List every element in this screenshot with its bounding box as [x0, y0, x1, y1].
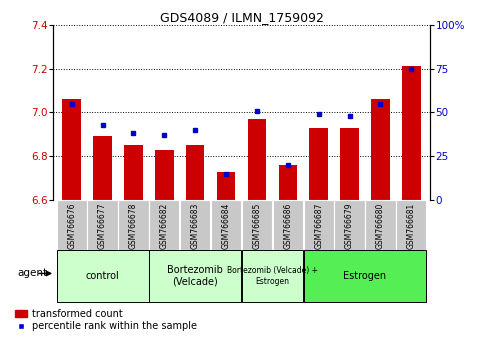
- FancyBboxPatch shape: [87, 200, 118, 250]
- FancyBboxPatch shape: [118, 200, 149, 250]
- Bar: [186, 145, 204, 200]
- Text: GSM766683: GSM766683: [191, 202, 199, 249]
- Text: Bortezomib (Velcade) +
Estrogen: Bortezomib (Velcade) + Estrogen: [227, 267, 318, 286]
- FancyBboxPatch shape: [273, 200, 303, 250]
- FancyBboxPatch shape: [180, 200, 210, 250]
- Bar: [341, 128, 359, 200]
- FancyBboxPatch shape: [304, 250, 426, 302]
- Legend: transformed count, percentile rank within the sample: transformed count, percentile rank withi…: [14, 308, 198, 332]
- Bar: [93, 137, 112, 200]
- Text: GSM766686: GSM766686: [284, 202, 292, 249]
- Text: Bortezomib
(Velcade): Bortezomib (Velcade): [167, 265, 223, 287]
- Text: control: control: [85, 271, 119, 281]
- Text: GSM766687: GSM766687: [314, 202, 323, 249]
- FancyBboxPatch shape: [396, 200, 426, 250]
- Text: GSM766679: GSM766679: [345, 202, 354, 249]
- Bar: [279, 165, 297, 200]
- Text: agent: agent: [17, 268, 47, 279]
- Bar: [248, 119, 266, 200]
- FancyBboxPatch shape: [149, 200, 179, 250]
- FancyBboxPatch shape: [304, 200, 334, 250]
- Text: GSM766681: GSM766681: [407, 202, 416, 249]
- Bar: [310, 128, 328, 200]
- Text: GSM766680: GSM766680: [376, 202, 385, 249]
- FancyBboxPatch shape: [57, 250, 149, 302]
- Text: GSM766677: GSM766677: [98, 202, 107, 249]
- FancyBboxPatch shape: [365, 200, 396, 250]
- Text: GSM766685: GSM766685: [253, 202, 261, 249]
- FancyBboxPatch shape: [211, 200, 241, 250]
- Bar: [124, 145, 142, 200]
- FancyBboxPatch shape: [149, 250, 241, 302]
- Bar: [62, 99, 81, 200]
- Text: GSM766682: GSM766682: [160, 202, 169, 249]
- Bar: [371, 99, 390, 200]
- Text: Estrogen: Estrogen: [343, 271, 386, 281]
- Bar: [402, 67, 421, 200]
- Bar: [155, 150, 173, 200]
- Bar: [217, 172, 235, 200]
- Text: GSM766684: GSM766684: [222, 202, 230, 249]
- FancyBboxPatch shape: [57, 200, 87, 250]
- Text: GSM766678: GSM766678: [129, 202, 138, 249]
- Text: GSM766676: GSM766676: [67, 202, 76, 249]
- FancyBboxPatch shape: [334, 200, 365, 250]
- Title: GDS4089 / ILMN_1759092: GDS4089 / ILMN_1759092: [159, 11, 324, 24]
- FancyBboxPatch shape: [242, 200, 272, 250]
- FancyBboxPatch shape: [242, 250, 303, 302]
